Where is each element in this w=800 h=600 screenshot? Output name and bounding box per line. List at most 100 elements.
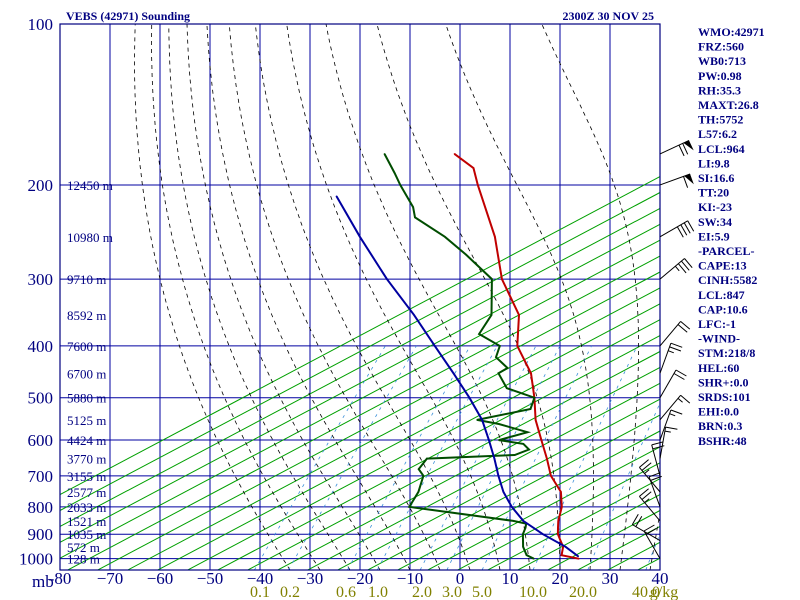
wind-barb-full — [641, 491, 652, 500]
temperature-point — [557, 533, 559, 535]
mixing-ratio-line — [254, 345, 386, 570]
dewpoint-point — [512, 520, 515, 522]
dewpoint-point — [495, 356, 497, 359]
wind-barb-staff — [659, 139, 690, 155]
height-label: 3770 m — [67, 452, 106, 467]
mixing-ratio-label: 1.0 — [368, 584, 388, 600]
height-label: 3155 m — [67, 469, 106, 484]
mixing-ratio-lines — [254, 345, 660, 570]
wind-barb-half — [674, 265, 680, 272]
dewpoint-point — [498, 439, 500, 441]
mixing-ratio-label: g/kg — [650, 584, 678, 600]
wind-barb-full — [683, 176, 689, 188]
wind-barb-full — [648, 472, 661, 478]
temperature-label: −50 — [197, 569, 224, 588]
temperature-label: 10 — [502, 569, 519, 588]
wind-barb — [659, 394, 691, 421]
parcel-point — [413, 314, 415, 316]
parcel-point — [564, 546, 567, 548]
parcel-point — [502, 491, 505, 493]
temperature-point — [560, 554, 563, 556]
temperature-label: -80 — [49, 569, 72, 588]
height-label: 2033 m — [67, 500, 106, 515]
dry-adiabat — [60, 207, 660, 527]
temperature-label: −40 — [247, 569, 274, 588]
dewpoint-point — [499, 345, 501, 347]
parcel-point — [577, 555, 579, 558]
wind-barb-half — [669, 413, 676, 417]
temperature-label: −70 — [97, 569, 124, 588]
moist-adiabat — [325, 24, 531, 570]
mixing-ratio-line — [347, 345, 471, 570]
wind-barb-full — [676, 226, 684, 238]
height-label: 5880 m — [67, 391, 106, 406]
wind-barb — [659, 220, 695, 238]
pressure-label-900: 900 — [28, 525, 54, 544]
parcel-point — [434, 345, 436, 347]
moist-adiabats — [134, 24, 660, 570]
dewpoint-point — [414, 216, 416, 219]
dry-adiabat — [306, 382, 660, 570]
parcel-point — [335, 195, 338, 198]
wind-barb-full — [639, 459, 649, 468]
sounding-index: -WIND- — [698, 332, 740, 346]
moist-adiabat — [445, 24, 594, 570]
wind-barb-staff — [639, 467, 661, 493]
height-label: 7600 m — [67, 339, 106, 354]
pressure-label-400: 400 — [28, 337, 54, 356]
wind-barb — [631, 513, 661, 542]
dewpoint-point — [498, 423, 500, 425]
pressure-label-700: 700 — [28, 467, 54, 486]
mixing-ratio-line — [419, 345, 537, 570]
height-label: 10980 m — [67, 230, 113, 245]
wind-barb-staff — [659, 409, 672, 441]
dewpoint-point — [444, 236, 446, 238]
sounding-index: CAPE:13 — [698, 259, 747, 273]
parcel-point — [493, 457, 496, 460]
wind-barb-full — [670, 342, 683, 348]
height-label: 8592 m — [67, 308, 106, 323]
wind-barb — [659, 173, 694, 188]
temperature-point — [546, 457, 548, 460]
temperature-label: −10 — [397, 569, 424, 588]
wind-barb-full — [684, 258, 693, 269]
wind-barb-full — [643, 524, 655, 532]
sounding-index: LFC:-1 — [698, 317, 736, 331]
wind-barb — [639, 459, 661, 493]
sounding-index: LCL:847 — [698, 288, 745, 302]
pressure-label-1000: 1000 — [19, 550, 53, 569]
sounding-index: STM:218/8 — [698, 346, 755, 360]
dry-adiabat — [216, 335, 660, 570]
wind-barb-staff — [659, 173, 691, 186]
temperature-point — [557, 526, 559, 529]
parcel-point — [468, 396, 471, 399]
wind-barb-full — [681, 260, 690, 271]
moist-adiabat — [168, 24, 351, 570]
sounding-index: EHI:0.0 — [698, 405, 739, 419]
wind-barb-half — [644, 498, 650, 503]
pressure-label-600: 600 — [28, 431, 54, 450]
sounding-index: BRN:0.3 — [698, 419, 742, 433]
moist-adiabat — [186, 24, 381, 570]
plot-area — [60, 24, 660, 570]
wind-barb-staff — [659, 369, 677, 398]
height-label: 4424 m — [67, 433, 106, 448]
moist-adiabat — [206, 24, 411, 570]
temperature-point — [540, 439, 543, 441]
parcel-point — [511, 506, 513, 508]
dry-adiabat — [456, 462, 660, 570]
wind-barb-full — [641, 462, 652, 471]
wind-barb — [659, 426, 678, 459]
temperature-point — [560, 491, 562, 493]
temperature-label: 30 — [602, 569, 619, 588]
height-label: 6700 m — [67, 366, 106, 381]
wind-barb-full — [673, 373, 685, 380]
sounding-index: HEL:60 — [698, 361, 739, 375]
dry-adiabat — [96, 271, 660, 570]
parcel-point — [497, 475, 500, 477]
wind-barb-full — [677, 324, 688, 333]
parcel-point — [522, 520, 525, 522]
sounding-index: TT:20 — [698, 186, 729, 200]
temperature-point — [501, 278, 503, 280]
sounding-traces — [335, 153, 580, 560]
